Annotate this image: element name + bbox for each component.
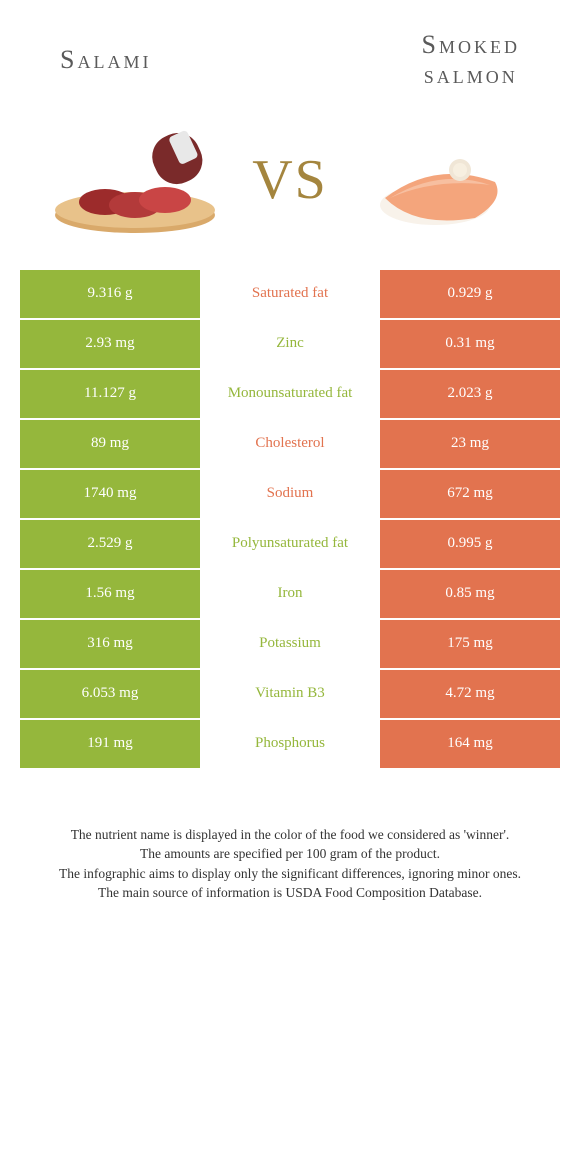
cell-label: Zinc bbox=[200, 320, 380, 370]
cell-right: 0.995 g bbox=[380, 520, 560, 570]
footnote-line: The nutrient name is displayed in the co… bbox=[50, 825, 530, 845]
cell-label: Iron bbox=[200, 570, 380, 620]
cell-right: 0.929 g bbox=[380, 270, 560, 320]
salami-image bbox=[50, 120, 225, 240]
cell-label: Cholesterol bbox=[200, 420, 380, 470]
cell-left: 6.053 mg bbox=[20, 670, 200, 720]
table-row: 316 mgPotassium175 mg bbox=[20, 620, 560, 670]
cell-left: 9.316 g bbox=[20, 270, 200, 320]
cell-label: Sodium bbox=[200, 470, 380, 520]
infographic: Salami Smoked salmon VS bbox=[0, 0, 580, 923]
cell-left: 2.529 g bbox=[20, 520, 200, 570]
cell-label: Saturated fat bbox=[200, 270, 380, 320]
cell-right: 0.31 mg bbox=[380, 320, 560, 370]
title-row: Salami Smoked salmon bbox=[20, 20, 560, 110]
table-row: 11.127 gMonounsaturated fat2.023 g bbox=[20, 370, 560, 420]
title-right-line1: Smoked bbox=[422, 30, 520, 59]
table-row: 2.93 mgZinc0.31 mg bbox=[20, 320, 560, 370]
cell-left: 89 mg bbox=[20, 420, 200, 470]
table-row: 9.316 gSaturated fat0.929 g bbox=[20, 270, 560, 320]
footnotes: The nutrient name is displayed in the co… bbox=[20, 770, 560, 903]
cell-right: 23 mg bbox=[380, 420, 560, 470]
cell-label: Potassium bbox=[200, 620, 380, 670]
cell-left: 2.93 mg bbox=[20, 320, 200, 370]
table-row: 2.529 gPolyunsaturated fat0.995 g bbox=[20, 520, 560, 570]
cell-left: 316 mg bbox=[20, 620, 200, 670]
cell-right: 175 mg bbox=[380, 620, 560, 670]
cell-label: Vitamin B3 bbox=[200, 670, 380, 720]
cell-label: Phosphorus bbox=[200, 720, 380, 770]
nutrient-table: 9.316 gSaturated fat0.929 g2.93 mgZinc0.… bbox=[20, 270, 560, 770]
cell-label: Polyunsaturated fat bbox=[200, 520, 380, 570]
table-row: 191 mgPhosphorus164 mg bbox=[20, 720, 560, 770]
cell-label: Monounsaturated fat bbox=[200, 370, 380, 420]
cell-left: 1740 mg bbox=[20, 470, 200, 520]
cell-left: 1.56 mg bbox=[20, 570, 200, 620]
table-row: 1740 mgSodium672 mg bbox=[20, 470, 560, 520]
title-left: Salami bbox=[60, 45, 151, 75]
table-row: 89 mgCholesterol23 mg bbox=[20, 420, 560, 470]
cell-right: 164 mg bbox=[380, 720, 560, 770]
title-right: Smoked salmon bbox=[422, 30, 520, 90]
cell-left: 11.127 g bbox=[20, 370, 200, 420]
footnote-line: The main source of information is USDA F… bbox=[50, 883, 530, 903]
table-row: 6.053 mgVitamin B34.72 mg bbox=[20, 670, 560, 720]
salmon-image bbox=[355, 120, 530, 240]
cell-left: 191 mg bbox=[20, 720, 200, 770]
footnote-line: The amounts are specified per 100 gram o… bbox=[50, 844, 530, 864]
footnote-line: The infographic aims to display only the… bbox=[50, 864, 530, 884]
cell-right: 0.85 mg bbox=[380, 570, 560, 620]
vs-label: VS bbox=[252, 148, 328, 212]
cell-right: 2.023 g bbox=[380, 370, 560, 420]
hero-row: VS bbox=[20, 110, 560, 270]
cell-right: 672 mg bbox=[380, 470, 560, 520]
cell-right: 4.72 mg bbox=[380, 670, 560, 720]
table-row: 1.56 mgIron0.85 mg bbox=[20, 570, 560, 620]
title-right-line2: salmon bbox=[424, 60, 518, 89]
